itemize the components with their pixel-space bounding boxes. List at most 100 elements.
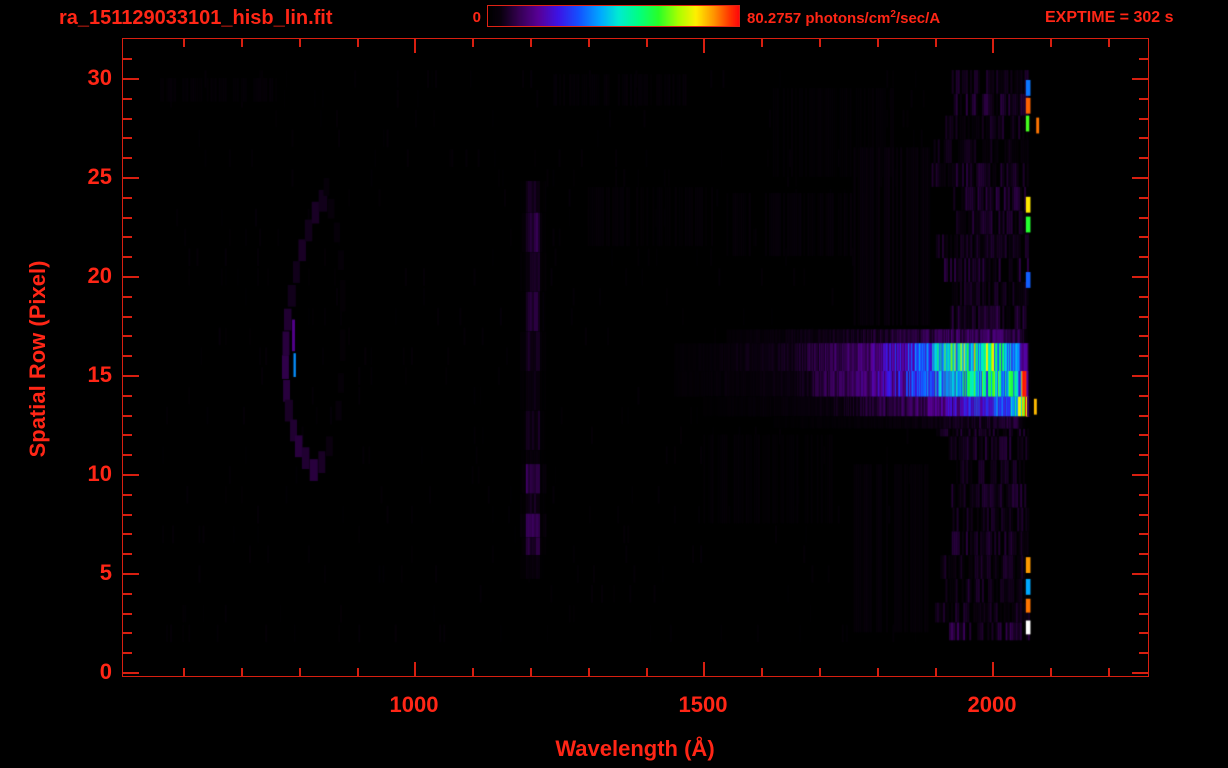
y-tick-label: 30 xyxy=(87,65,112,90)
x-minor-tick xyxy=(877,39,879,47)
y-minor-tick xyxy=(123,217,132,219)
y-minor-tick xyxy=(123,256,132,258)
y-minor-tick xyxy=(1139,197,1148,199)
colorbar-max-label: 80.2757 photons/cm2/sec/A xyxy=(747,9,940,27)
y-major-tick xyxy=(1132,177,1148,179)
y-minor-tick xyxy=(1139,236,1148,238)
y-minor-tick xyxy=(123,454,132,456)
y-minor-tick xyxy=(123,553,132,555)
y-minor-tick xyxy=(1139,157,1148,159)
x-minor-tick xyxy=(1050,39,1052,47)
x-tick-label: 2000 xyxy=(967,692,1017,717)
y-tick-label: 25 xyxy=(87,164,112,189)
y-minor-tick xyxy=(1139,553,1148,555)
colorbar-max-label-exponent: 2 xyxy=(890,9,896,20)
y-minor-tick xyxy=(123,514,132,516)
y-minor-tick xyxy=(123,395,132,397)
x-minor-tick xyxy=(1050,668,1052,676)
y-minor-tick xyxy=(123,533,132,535)
x-minor-tick xyxy=(588,39,590,47)
y-minor-tick xyxy=(123,415,132,417)
plot-frame xyxy=(122,38,1149,677)
x-minor-tick xyxy=(761,668,763,676)
y-major-tick xyxy=(1132,672,1148,674)
y-major-tick xyxy=(123,177,139,179)
colorbar-max-label-units: /sec/A xyxy=(895,10,941,27)
x-major-tick xyxy=(703,662,705,676)
y-minor-tick xyxy=(1139,316,1148,318)
x-minor-tick xyxy=(299,668,301,676)
x-minor-tick xyxy=(761,39,763,47)
colorbar-min-label: 0 xyxy=(472,9,481,26)
x-minor-tick xyxy=(1108,39,1110,47)
y-minor-tick xyxy=(123,434,132,436)
x-minor-tick xyxy=(819,668,821,676)
x-minor-tick xyxy=(530,39,532,47)
y-minor-tick xyxy=(1139,296,1148,298)
y-major-tick xyxy=(123,78,139,80)
y-tick-label: 10 xyxy=(87,461,112,486)
x-minor-tick xyxy=(588,668,590,676)
y-major-tick xyxy=(1132,573,1148,575)
x-minor-tick xyxy=(530,668,532,676)
y-tick-label: 15 xyxy=(87,362,112,387)
y-minor-tick xyxy=(123,118,132,120)
y-minor-tick xyxy=(1139,415,1148,417)
y-minor-tick xyxy=(1139,58,1148,60)
y-major-tick xyxy=(123,375,139,377)
x-major-tick xyxy=(703,39,705,53)
x-minor-tick xyxy=(183,668,185,676)
x-tick-label: 1500 xyxy=(678,692,728,717)
colorbar-max-label-base: 80.2757 photons/cm xyxy=(747,10,891,27)
y-major-tick xyxy=(1132,375,1148,377)
spectrogram-canvas xyxy=(123,39,1148,676)
file-title: ra_151129033101_hisb_lin.fit xyxy=(59,7,333,29)
y-minor-tick xyxy=(123,652,132,654)
x-minor-tick xyxy=(877,668,879,676)
y-minor-tick xyxy=(1139,434,1148,436)
y-minor-tick xyxy=(123,236,132,238)
y-tick-label: 20 xyxy=(87,263,112,288)
colorbar xyxy=(487,5,740,27)
y-major-tick xyxy=(1132,276,1148,278)
y-minor-tick xyxy=(1139,593,1148,595)
y-minor-tick xyxy=(1139,494,1148,496)
y-minor-tick xyxy=(1139,395,1148,397)
y-major-tick xyxy=(123,672,139,674)
x-minor-tick xyxy=(935,668,937,676)
y-minor-tick xyxy=(123,296,132,298)
y-major-tick xyxy=(123,573,139,575)
y-minor-tick xyxy=(1139,118,1148,120)
x-minor-tick xyxy=(357,39,359,47)
y-minor-tick xyxy=(1139,335,1148,337)
y-major-tick xyxy=(123,276,139,278)
x-minor-tick xyxy=(241,668,243,676)
x-minor-tick xyxy=(646,668,648,676)
y-minor-tick xyxy=(123,632,132,634)
exptime-label: EXPTIME = 302 s xyxy=(1045,9,1174,26)
x-minor-tick xyxy=(935,39,937,47)
colorbar-gradient xyxy=(488,6,739,26)
y-major-tick xyxy=(1132,474,1148,476)
y-minor-tick xyxy=(1139,652,1148,654)
y-major-tick xyxy=(1132,78,1148,80)
y-minor-tick xyxy=(123,335,132,337)
y-minor-tick xyxy=(1139,355,1148,357)
y-tick-label: 0 xyxy=(99,659,112,684)
y-minor-tick xyxy=(1139,632,1148,634)
x-minor-tick xyxy=(819,39,821,47)
y-minor-tick xyxy=(123,593,132,595)
x-minor-tick xyxy=(241,39,243,47)
y-minor-tick xyxy=(123,157,132,159)
y-minor-tick xyxy=(1139,98,1148,100)
x-major-tick xyxy=(992,662,994,676)
x-major-tick xyxy=(414,39,416,53)
x-minor-tick xyxy=(1108,668,1110,676)
y-minor-tick xyxy=(123,58,132,60)
x-minor-tick xyxy=(183,39,185,47)
y-axis-label: Spatial Row (Pixel) xyxy=(25,260,50,458)
y-minor-tick xyxy=(1139,454,1148,456)
y-minor-tick xyxy=(1139,613,1148,615)
y-minor-tick xyxy=(1139,256,1148,258)
